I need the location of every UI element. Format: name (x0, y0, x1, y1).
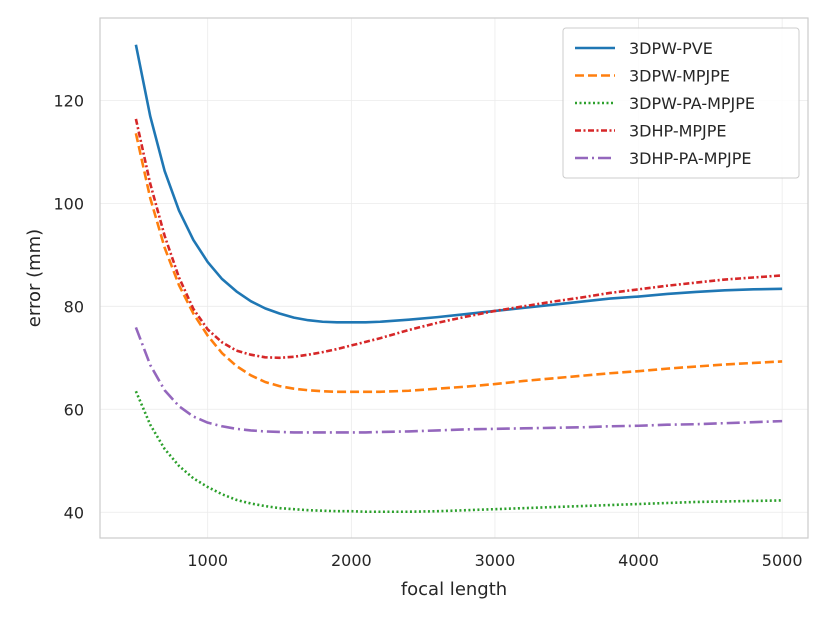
legend-label: 3DPW-PA-MPJPE (629, 94, 755, 113)
series-line-2 (134, 133, 783, 394)
y-tick-label: 120 (53, 91, 84, 110)
plot-frame (99, 17, 809, 539)
x-tick-label: 2000 (331, 551, 372, 570)
series-lines (134, 44, 783, 514)
legend-label: 3DPW-MPJPE (629, 67, 730, 86)
x-tick-label: 5000 (762, 551, 803, 570)
tick-labels: 1000 2000 3000 4000 5000 40 60 80 100 120 (53, 91, 802, 570)
x-tick-label: 1000 (187, 551, 228, 570)
y-tick-label: 80 (64, 297, 84, 316)
series-line-4 (134, 118, 783, 360)
y-tick-label: 40 (64, 503, 84, 522)
x-tick-label: 4000 (618, 551, 659, 570)
series-line-5 (134, 326, 783, 434)
legend-label: 3DPW-PVE (629, 39, 713, 58)
x-axis-label: focal length (401, 579, 507, 600)
y-tick-label: 60 (64, 400, 84, 419)
legend-box (562, 27, 800, 179)
y-axis-label: error (mm) (24, 229, 45, 327)
legend-label: 3DHP-PA-MPJPE (629, 149, 752, 168)
legend-label: 3DHP-MPJPE (629, 122, 727, 141)
y-tick-label: 100 (53, 194, 84, 213)
legend: 3DPW-PVE 3DPW-MPJPE 3DPW-PA-MPJPE 3DHP-MPJP… (562, 27, 800, 179)
x-tick-label: 3000 (475, 551, 516, 570)
series-line-1 (134, 44, 783, 324)
